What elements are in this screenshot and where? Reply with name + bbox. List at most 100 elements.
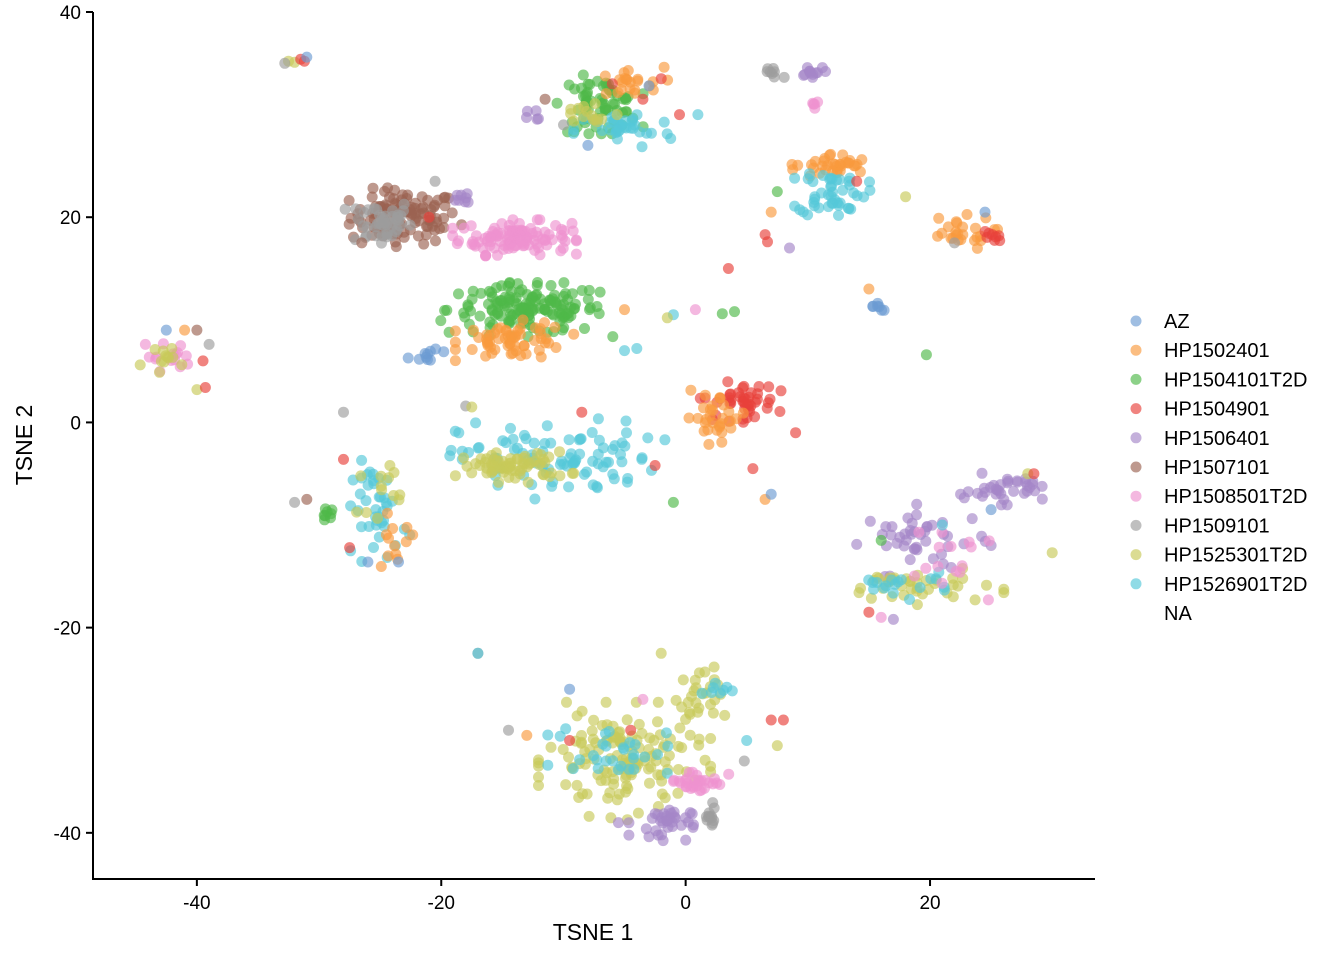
- data-point: [642, 432, 654, 444]
- data-point: [569, 298, 581, 310]
- data-point: [875, 611, 887, 623]
- data-point: [371, 218, 383, 230]
- data-point: [908, 570, 920, 582]
- data-point: [575, 433, 587, 445]
- data-point: [690, 697, 702, 709]
- data-point: [684, 729, 696, 741]
- data-point: [549, 321, 561, 333]
- data-point: [844, 155, 856, 166]
- data-point: [430, 235, 441, 247]
- data-point: [576, 82, 587, 94]
- data-point: [571, 779, 583, 791]
- data-point: [1046, 547, 1058, 559]
- data-point: [911, 509, 922, 521]
- data-point: [711, 424, 723, 436]
- data-point: [618, 743, 630, 755]
- data-point: [175, 340, 187, 352]
- y-tick-label: 40: [60, 3, 81, 24]
- data-point: [409, 197, 421, 209]
- data-point: [691, 780, 703, 792]
- data-point: [623, 829, 635, 841]
- data-point: [515, 235, 527, 247]
- data-point: [589, 98, 601, 110]
- data-point: [683, 412, 695, 424]
- data-point: [514, 465, 526, 477]
- data-point: [351, 506, 363, 518]
- data-point: [505, 348, 517, 360]
- legend-label: HP1525301T2D: [1164, 545, 1307, 567]
- data-point: [949, 237, 960, 249]
- data-point: [531, 280, 543, 291]
- data-point: [568, 115, 580, 127]
- data-point: [600, 696, 612, 708]
- data-point: [446, 207, 458, 219]
- data-point: [393, 214, 405, 226]
- y-tick-label: -40: [54, 824, 81, 845]
- data-point: [460, 192, 472, 204]
- data-point: [607, 331, 619, 343]
- data-point: [398, 198, 410, 210]
- data-point: [955, 488, 967, 500]
- data-point: [945, 541, 957, 552]
- data-point: [143, 351, 155, 363]
- data-point: [429, 175, 441, 187]
- data-point: [566, 288, 578, 300]
- data-point: [533, 760, 544, 772]
- data-point: [555, 245, 567, 257]
- data-point: [802, 209, 814, 221]
- data-point: [474, 310, 486, 322]
- data-point: [762, 397, 774, 409]
- data-point: [979, 206, 991, 218]
- data-point: [600, 88, 612, 100]
- data-point: [521, 105, 533, 117]
- data-point: [629, 739, 641, 751]
- data-point: [367, 182, 379, 194]
- legend-key: [1130, 432, 1142, 444]
- data-point: [586, 427, 598, 438]
- data-point: [1024, 482, 1036, 493]
- data-point: [493, 333, 505, 345]
- data-point: [458, 452, 470, 464]
- data-point: [677, 674, 689, 686]
- data-point: [539, 438, 551, 449]
- data-point: [603, 726, 615, 737]
- data-point: [199, 382, 211, 393]
- data-point: [692, 109, 704, 121]
- legend-label: HP1507101: [1164, 457, 1270, 479]
- data-point: [545, 741, 557, 753]
- data-point: [716, 308, 728, 320]
- data-point: [507, 242, 519, 254]
- data-point: [661, 312, 673, 324]
- data-point: [730, 413, 742, 425]
- data-point: [420, 351, 432, 363]
- data-point: [966, 513, 978, 525]
- data-point: [492, 308, 504, 320]
- data-point: [467, 285, 479, 297]
- data-point: [383, 472, 395, 484]
- data-point: [652, 749, 663, 761]
- data-point: [401, 521, 413, 533]
- data-point: [696, 687, 708, 699]
- data-point: [936, 577, 948, 589]
- data-point: [592, 763, 604, 774]
- data-point: [765, 714, 777, 726]
- data-point: [596, 125, 608, 136]
- data-point: [500, 325, 512, 337]
- data-point: [612, 87, 624, 98]
- data-point: [581, 466, 593, 478]
- data-point: [625, 724, 637, 736]
- data-point: [338, 406, 349, 418]
- data-point: [622, 473, 634, 484]
- data-point: [843, 203, 855, 214]
- data-point: [763, 381, 775, 393]
- legend-label: HP1508501T2D: [1164, 486, 1307, 508]
- data-point: [134, 359, 146, 371]
- data-point: [719, 709, 731, 721]
- data-point: [790, 427, 802, 439]
- data-point: [439, 191, 451, 203]
- data-point: [932, 230, 944, 242]
- data-point: [661, 815, 673, 827]
- data-point: [947, 591, 959, 603]
- data-point: [444, 450, 456, 462]
- data-point: [620, 415, 632, 427]
